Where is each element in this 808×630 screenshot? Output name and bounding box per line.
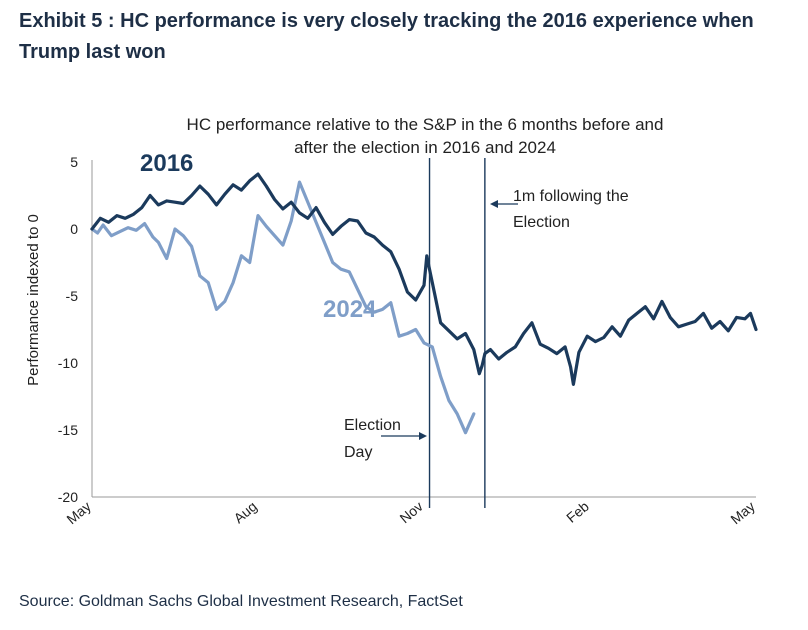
arrow-right-icon [419, 432, 427, 440]
y-tick-label: -20 [58, 489, 78, 505]
series-labels: 2016 2024 [140, 150, 377, 323]
annotation-1m-line-2: Election [513, 214, 570, 231]
arrow-left-icon [490, 200, 498, 208]
y-tick-label: 0 [70, 221, 78, 237]
chart-title-line-1: HC performance relative to the S&P in th… [187, 115, 664, 134]
annotation-election-day: Election Day [344, 417, 427, 461]
x-tick-label: May [727, 498, 758, 527]
annotation-election-line-1: Election [344, 417, 401, 434]
y-tick-label: 5 [70, 154, 78, 170]
x-tick-label: Feb [563, 498, 592, 526]
x-tick-label: Nov [397, 498, 426, 526]
annotation-1m-line-1: 1m following the [513, 188, 629, 205]
y-tick-label: -15 [58, 422, 78, 438]
event-lines [428, 158, 486, 508]
y-tick-labels: 5 0 -5 -10 -15 -20 [58, 154, 78, 505]
series-label-2016: 2016 [140, 150, 193, 177]
page-title: Exhibit 5 : HC performance is very close… [19, 10, 754, 63]
y-axis-label: Performance indexed to 0 [25, 214, 42, 386]
y-tick-label: -10 [58, 355, 78, 371]
series-line-2016 [90, 172, 758, 386]
series-lines [90, 172, 758, 435]
x-tick-labels: May Aug Nov Feb May [63, 498, 758, 527]
chart-title-line-2: after the election in 2016 and 2024 [294, 138, 556, 157]
annotation-election-line-2: Day [344, 444, 372, 461]
y-tick-label: -5 [66, 288, 79, 304]
x-tick-label: Aug [231, 498, 260, 526]
annotation-one-month: 1m following the Election [490, 188, 629, 231]
series-line-2024 [90, 180, 476, 435]
series-label-2024: 2024 [323, 296, 377, 323]
source-note: Source: Goldman Sachs Global Investment … [19, 593, 463, 610]
chart-title: HC performance relative to the S&P in th… [187, 115, 664, 157]
